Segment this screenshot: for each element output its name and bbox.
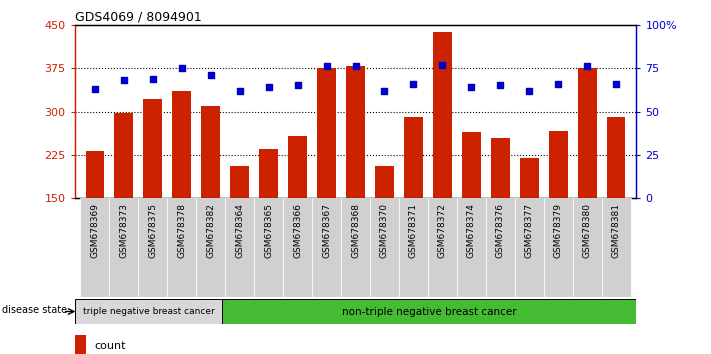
Bar [399, 198, 428, 297]
Bar [201, 106, 220, 198]
Point [234, 88, 245, 93]
Point [582, 64, 593, 69]
Bar [491, 137, 510, 198]
Bar [85, 151, 105, 198]
Point [118, 78, 129, 83]
Text: GSM678366: GSM678366 [293, 203, 302, 258]
Text: GSM678372: GSM678372 [438, 203, 447, 258]
Text: GSM678375: GSM678375 [149, 203, 157, 258]
Bar [225, 198, 254, 297]
Text: GSM678371: GSM678371 [409, 203, 418, 258]
Bar [167, 198, 196, 297]
Bar [144, 99, 162, 198]
Bar [288, 136, 307, 198]
Text: GSM678379: GSM678379 [554, 203, 562, 258]
Text: GSM678368: GSM678368 [351, 203, 360, 258]
Text: count: count [95, 341, 126, 351]
Bar [520, 158, 539, 198]
Bar [312, 198, 341, 297]
Bar [317, 68, 336, 198]
Point [350, 64, 361, 69]
Bar [433, 32, 451, 198]
Bar [109, 198, 139, 297]
Text: GSM678364: GSM678364 [235, 203, 244, 258]
Text: GSM678365: GSM678365 [264, 203, 273, 258]
Text: GSM678369: GSM678369 [90, 203, 100, 258]
Bar [404, 117, 423, 198]
Bar [254, 198, 283, 297]
Bar [457, 198, 486, 297]
Text: disease state: disease state [1, 305, 67, 315]
Bar [230, 166, 249, 198]
Point [610, 81, 621, 87]
Bar [139, 198, 167, 297]
Text: GSM678373: GSM678373 [119, 203, 129, 258]
Bar [75, 335, 86, 354]
Text: GSM678367: GSM678367 [322, 203, 331, 258]
Text: triple negative breast cancer: triple negative breast cancer [82, 307, 215, 316]
Bar [341, 198, 370, 297]
Bar [75, 299, 223, 324]
Bar [428, 198, 457, 297]
Point [407, 81, 419, 87]
Text: GSM678378: GSM678378 [177, 203, 186, 258]
Bar [486, 198, 515, 297]
Point [205, 72, 216, 78]
Point [147, 76, 159, 81]
Point [90, 86, 101, 92]
Bar [260, 149, 278, 198]
Point [292, 82, 304, 88]
Point [437, 62, 448, 68]
Point [523, 88, 535, 93]
Bar [80, 198, 109, 297]
Bar [375, 166, 394, 198]
Point [379, 88, 390, 93]
Text: GSM678370: GSM678370 [380, 203, 389, 258]
Bar [606, 117, 626, 198]
Point [552, 81, 564, 87]
Point [495, 82, 506, 88]
Bar [346, 67, 365, 198]
Text: GSM678377: GSM678377 [525, 203, 534, 258]
Bar [223, 299, 636, 324]
Text: non-triple negative breast cancer: non-triple negative breast cancer [342, 307, 517, 316]
Bar [196, 198, 225, 297]
Bar [578, 68, 597, 198]
Bar [602, 198, 631, 297]
Bar [114, 113, 133, 198]
Point [321, 64, 332, 69]
Bar [515, 198, 544, 297]
Point [466, 84, 477, 90]
Text: GSM678374: GSM678374 [467, 203, 476, 258]
Text: GSM678380: GSM678380 [582, 203, 592, 258]
Bar [544, 198, 572, 297]
Point [263, 84, 274, 90]
Bar [370, 198, 399, 297]
Bar [572, 198, 602, 297]
Bar [462, 132, 481, 198]
Bar [172, 91, 191, 198]
Bar [283, 198, 312, 297]
Text: GDS4069 / 8094901: GDS4069 / 8094901 [75, 11, 201, 24]
Text: GSM678376: GSM678376 [496, 203, 505, 258]
Text: GSM678382: GSM678382 [206, 203, 215, 258]
Text: GSM678381: GSM678381 [611, 203, 621, 258]
Point [176, 65, 188, 71]
Bar [549, 131, 567, 198]
